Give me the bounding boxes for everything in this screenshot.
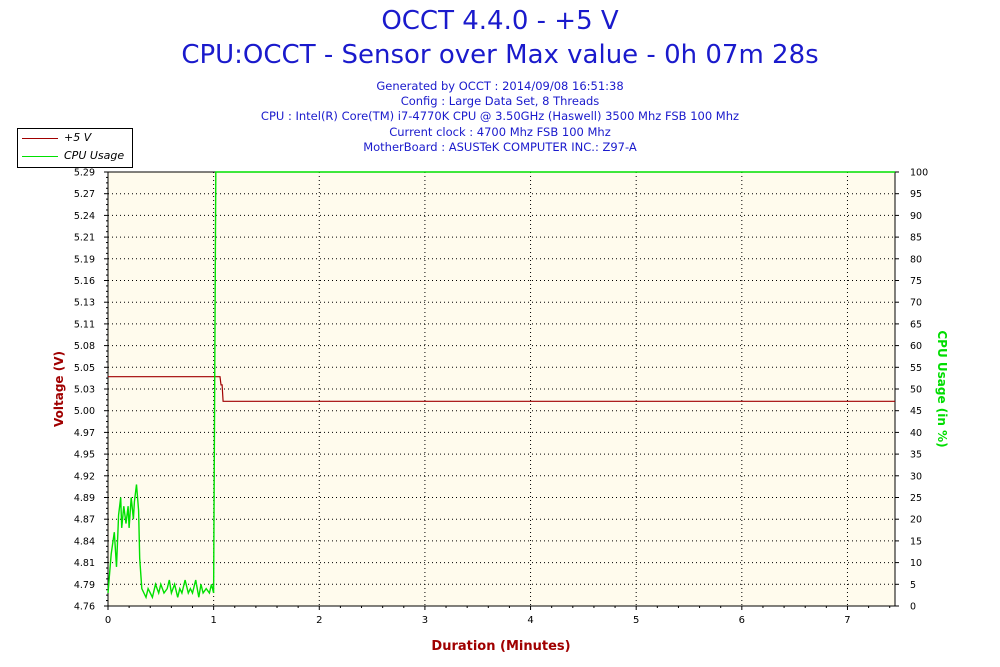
- y-tick-label: 4.95: [74, 450, 95, 461]
- x-tick-label: 3: [422, 615, 428, 626]
- y2-tick-label: 80: [910, 254, 922, 265]
- y-tick-label: 4.76: [74, 602, 95, 613]
- x-axis-label: Duration (Minutes): [431, 639, 570, 654]
- plot-area: [107, 171, 896, 607]
- y-tick-label: 5.27: [74, 189, 95, 200]
- y2-tick-label: 35: [910, 450, 922, 461]
- x-tick-label: 7: [844, 615, 850, 626]
- y2-tick-label: 45: [910, 406, 922, 417]
- y-axis-left: 4.76 4.79 4.81 4.84 4.87 4.89 4.92 4.95 4.97 5.00…: [74, 168, 108, 613]
- y-tick-label: 5.19: [74, 254, 95, 265]
- y2-tick-label: 70: [910, 298, 922, 309]
- x-tick-label: 2: [316, 615, 322, 626]
- y-tick-label: 5.11: [74, 319, 95, 330]
- y2-tick-label: 30: [910, 471, 922, 482]
- y2-tick-label: 10: [910, 558, 922, 569]
- y2-tick-label: 95: [910, 189, 922, 200]
- legend-swatch-cpu-usage: [22, 155, 58, 157]
- y-tick-label: 4.92: [74, 471, 95, 482]
- grid-lines: [108, 172, 895, 606]
- legend-item-cpu-usage: CPU Usage: [22, 148, 124, 164]
- y2-tick-label: 55: [910, 363, 922, 374]
- y-tick-label: 5.21: [74, 233, 95, 244]
- legend: +5 V CPU Usage: [17, 128, 133, 168]
- y-tick-label: 5.00: [74, 406, 95, 417]
- y-tick-label: 5.13: [74, 298, 95, 309]
- y-tick-label: 4.81: [74, 558, 95, 569]
- y-axis-label: Voltage (V): [52, 351, 66, 427]
- x-tick-label: 0: [105, 615, 111, 626]
- x-tick-label: 6: [739, 615, 745, 626]
- chart-title: OCCT 4.4.0 - +5 V: [381, 6, 619, 36]
- x-axis: 0 1 2 3 4 5 6 7: [105, 606, 891, 626]
- y2-tick-label: 15: [910, 536, 922, 547]
- info-generated: Generated by OCCT : 2014/09/08 16:51:38: [376, 79, 624, 93]
- y2-tick-label: 5: [910, 580, 916, 591]
- y-tick-label: 5.16: [74, 276, 95, 287]
- y-tick-label: 5.05: [74, 363, 95, 374]
- legend-label-voltage: +5 V: [64, 131, 92, 144]
- y-tick-label: 4.89: [74, 493, 95, 504]
- legend-swatch-voltage: [22, 137, 58, 139]
- x-tick-label: 5: [633, 615, 639, 626]
- y-tick-label: 5.03: [74, 385, 95, 396]
- y2-tick-label: 50: [910, 385, 922, 396]
- y-tick-label: 5.29: [74, 168, 95, 179]
- info-cpu: CPU : Intel(R) Core(TM) i7-4770K CPU @ 3…: [260, 109, 740, 124]
- x-tick-label: 1: [210, 615, 216, 626]
- x-tick-label: 4: [527, 615, 533, 626]
- y-tick-label: 5.08: [74, 341, 95, 352]
- series-group: [107, 171, 895, 600]
- info-motherboard: MotherBoard : ASUSTeK COMPUTER INC.: Z97…: [363, 139, 637, 154]
- y2-tick-label: 75: [910, 276, 922, 287]
- y-tick-label: 4.79: [74, 580, 95, 591]
- y2-tick-label: 85: [910, 233, 922, 244]
- y2-tick-label: 100: [910, 168, 928, 179]
- series-line-cpu-usage: [107, 171, 895, 600]
- y-tick-label: 4.97: [74, 428, 95, 439]
- y2-tick-label: 60: [910, 341, 922, 352]
- y2-tick-label: 65: [910, 319, 922, 330]
- y2-tick-label: 25: [910, 493, 922, 504]
- y-axis-right: 0 5 10 15 20 25 30 35 40 45 50 55 60 65 70 75 80 85 90 95 10…: [895, 168, 928, 613]
- y-tick-label: 4.87: [74, 515, 95, 526]
- series-line-voltage: [108, 376, 895, 402]
- y2-tick-label: 40: [910, 428, 922, 439]
- info-config: Config : Large Data Set, 8 Threads: [400, 94, 600, 109]
- y-tick-label: 4.84: [74, 536, 95, 547]
- y-tick-label: 5.24: [74, 211, 95, 222]
- info-block: Generated by OCCT : 2014/09/08 16:51:38 …: [0, 79, 1000, 155]
- y2-axis-label: CPU Usage (in %): [935, 330, 949, 447]
- chart-subtitle: CPU:OCCT - Sensor over Max value - 0h 07…: [181, 40, 819, 70]
- y2-tick-label: 90: [910, 211, 922, 222]
- legend-item-voltage: +5 V: [22, 130, 91, 146]
- y2-tick-label: 20: [910, 515, 922, 526]
- y2-tick-label: 0: [910, 602, 916, 613]
- info-clock: Current clock : 4700 Mhz FSB 100 Mhz: [389, 124, 611, 139]
- legend-label-cpu-usage: CPU Usage: [64, 149, 125, 162]
